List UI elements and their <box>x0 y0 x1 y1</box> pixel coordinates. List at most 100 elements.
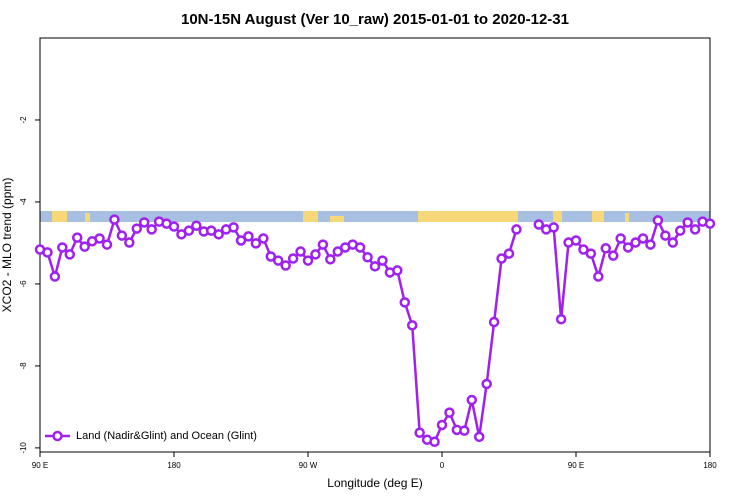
data-point <box>667 237 679 248</box>
land-patch <box>330 216 344 222</box>
land-ocean-strip <box>40 211 710 222</box>
data-point <box>317 239 329 250</box>
data-point <box>258 233 269 244</box>
land-patch <box>418 211 518 222</box>
data-point <box>399 297 411 308</box>
y-tick-label: -4 <box>19 198 28 206</box>
data-point <box>302 255 314 266</box>
data-point <box>630 237 641 248</box>
data-point <box>548 222 559 233</box>
x-tick-label: 90 W <box>299 461 318 470</box>
data-point <box>414 427 425 438</box>
data-point <box>473 431 485 443</box>
data-point <box>49 271 61 282</box>
data-point <box>42 247 53 258</box>
data-point <box>585 248 597 259</box>
data-point <box>146 224 157 235</box>
data-point <box>570 235 582 246</box>
data-point <box>213 229 224 240</box>
data-point <box>310 249 321 260</box>
legend-marker <box>52 430 63 442</box>
data-point <box>325 254 336 265</box>
data-point <box>243 231 254 242</box>
data-point <box>235 235 247 246</box>
data-point <box>704 218 716 229</box>
data-point <box>287 253 299 264</box>
x-tick-label: 90 E <box>568 461 584 470</box>
data-point <box>615 233 626 244</box>
data-point <box>555 313 567 325</box>
data-point <box>444 407 455 418</box>
data-point <box>377 255 388 266</box>
data-point <box>64 249 76 260</box>
data-point <box>131 223 143 234</box>
data-point <box>101 239 113 250</box>
y-tick-label: -10 <box>19 442 28 454</box>
data-point <box>578 244 589 255</box>
data-point <box>533 219 545 230</box>
land-patch <box>85 213 90 222</box>
data-point <box>503 248 515 259</box>
data-point <box>71 232 83 243</box>
data-point <box>250 238 262 249</box>
data-point <box>436 419 448 431</box>
data-point <box>191 220 202 231</box>
data-point <box>295 246 306 257</box>
data-point <box>689 224 701 235</box>
data-point <box>79 241 90 252</box>
data-point <box>138 217 150 228</box>
data-point <box>57 242 68 253</box>
data-point <box>600 243 612 254</box>
land-patch <box>553 211 562 222</box>
data-point <box>406 320 418 331</box>
data-point <box>496 253 507 264</box>
land-patch <box>303 211 318 222</box>
data-point <box>168 221 180 232</box>
data-point <box>459 425 470 436</box>
data-point <box>674 225 686 236</box>
data-point <box>116 230 128 241</box>
x-tick-label: 0 <box>440 461 445 470</box>
data-point <box>94 233 105 244</box>
chart-title: 10N-15N August (Ver 10_raw) 2015-01-01 t… <box>181 11 569 28</box>
data-point <box>429 436 440 448</box>
y-tick-label: -8 <box>19 362 28 370</box>
data-point <box>265 251 277 262</box>
data-point <box>362 252 373 263</box>
ocean-strip <box>40 211 710 222</box>
data-point <box>369 261 381 272</box>
data-point <box>622 242 634 253</box>
data-point <box>228 222 239 233</box>
data-point <box>488 316 500 328</box>
x-tick-label: 180 <box>703 461 717 470</box>
data-point <box>466 394 478 406</box>
data-point <box>481 378 492 390</box>
data-point <box>637 233 649 244</box>
land-patch <box>625 213 629 222</box>
data-point <box>645 239 656 250</box>
data-point <box>109 214 120 225</box>
data-point <box>124 237 135 248</box>
data-point <box>660 230 671 241</box>
data-point <box>280 260 291 271</box>
land-patch <box>52 211 67 222</box>
x-axis-title: Longitude (deg E) <box>327 476 422 490</box>
x-tick-label: 180 <box>167 461 181 470</box>
y-tick-label: -2 <box>19 116 28 124</box>
y-axis-title: XCO2 - MLO trend (ppm) <box>0 178 14 313</box>
data-point <box>652 215 664 226</box>
data-point <box>332 246 344 257</box>
data-point <box>682 217 693 228</box>
x-tick-label: 90 E <box>32 461 48 470</box>
data-point <box>593 271 604 282</box>
data-point <box>511 224 522 235</box>
data-point <box>354 242 366 253</box>
data-point <box>607 250 619 261</box>
data-point <box>272 255 284 266</box>
data-point <box>392 265 403 276</box>
land-patch <box>592 211 604 222</box>
y-tick-label: -6 <box>19 280 28 288</box>
legend-label: Land (Nadir&Glint) and Ocean (Glint) <box>76 430 257 442</box>
data-point <box>183 225 195 236</box>
